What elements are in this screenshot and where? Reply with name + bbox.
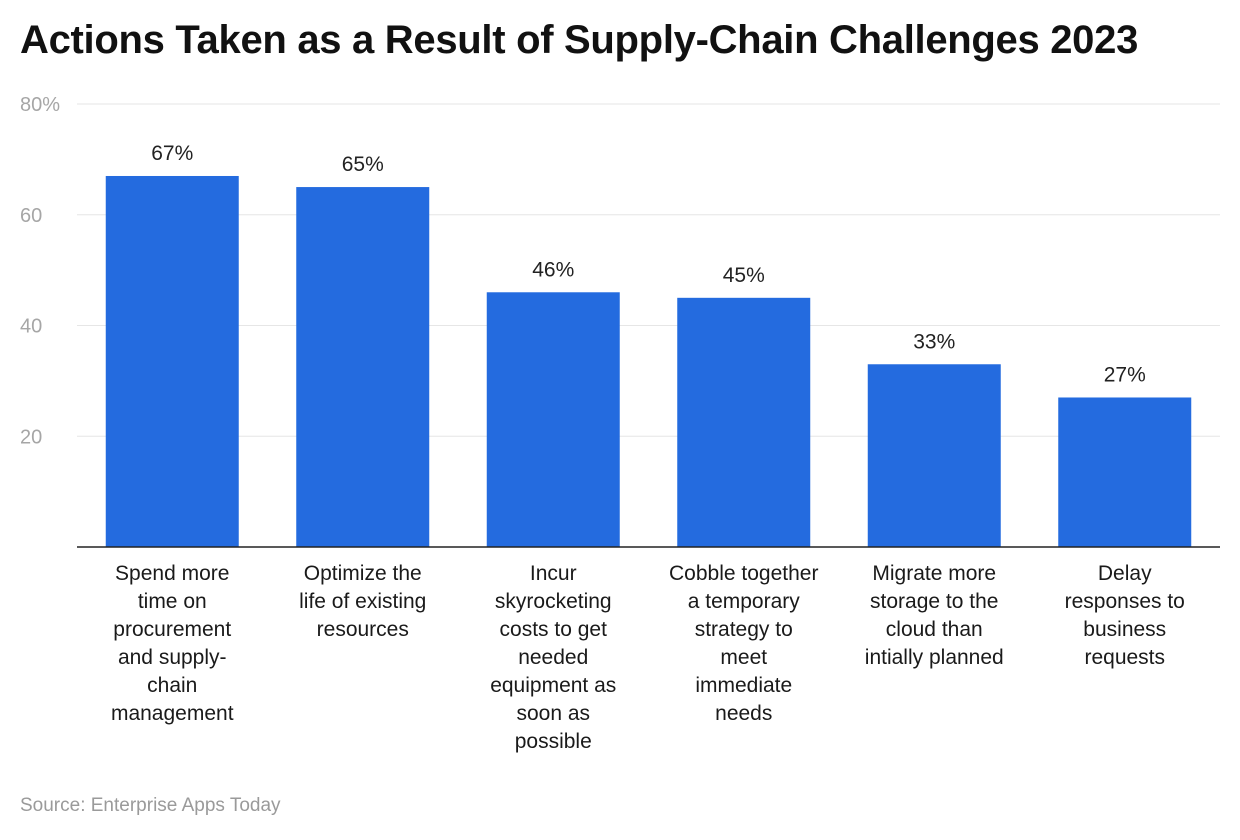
data-label: 65% [342,153,384,176]
x-category-label-line: Optimize the [304,562,422,585]
x-category-label-line: Incur [530,562,577,585]
x-category-label-line: management [111,702,234,725]
x-category-label: Cobble together a temporary strategy to mee… [669,562,818,725]
x-category-label-line: chain [147,674,197,697]
bar [867,364,1001,547]
x-category-label: Delay responses to business requests [1065,562,1185,669]
bar [105,175,239,548]
x-category-label-line: Spend more [115,562,229,585]
bar [296,187,430,547]
x-category-label: Migrate more storage to the cloud than inti… [865,562,1004,669]
x-category-label-line: intially planned [865,646,1004,669]
x-category-label-line: business [1083,618,1166,641]
x-category-label: Spend more time on procurement and supply-c… [111,562,234,725]
x-category-label-line: storage to the [870,590,998,613]
source-note: Source: Enterprise Apps Today [20,795,281,816]
x-category-label: Optimize the life of existing resources [299,562,426,641]
data-label: 33% [913,330,955,353]
x-category-label-line: cloud than [886,618,983,641]
x-category-label-line: possible [515,730,592,753]
x-category-label-line: needs [715,702,772,725]
data-labels: 67% 65% 46% 45% 33% 27% [151,142,1146,386]
bar-chart: 20 40 60 80% 67% 65% 46% 45% 33% 27% Spend more t… [20,94,1220,753]
x-axis-category-labels: Spend more time on procurement and supply-c… [111,562,1185,753]
x-category-label-line: Cobble together [669,562,818,585]
x-category-label-line: time on [138,590,207,613]
y-tick-label: 20 [20,426,42,448]
bar [1058,397,1192,547]
bar [677,297,811,547]
y-axis-ticks: 20 40 60 80% [20,94,60,448]
x-category-label-line: costs to get [500,618,608,641]
data-label: 45% [723,264,765,287]
x-category-label-line: and supply- [118,646,227,669]
x-category-label-line: strategy to [695,618,793,641]
y-tick-label: 40 [20,316,42,338]
x-category-label-line: procurement [113,618,231,641]
chart-title: Actions Taken as a Result of Supply-Chai… [20,18,1139,62]
x-category-label-line: equipment as [490,674,616,697]
x-category-label-line: immediate [695,674,792,697]
x-category-label-line: skyrocketing [495,590,612,613]
bar [486,292,620,547]
x-category-label-line: soon as [516,702,590,725]
bars [105,175,1192,548]
y-tick-label: 60 [20,205,42,227]
x-category-label-line: a temporary [688,590,801,613]
y-tick-label: 80% [20,94,60,116]
data-label: 67% [151,142,193,165]
x-category-label-line: resources [317,618,409,641]
data-label: 27% [1104,363,1146,386]
x-category-label: Incur skyrocketing costs to get needed equip… [490,562,616,753]
x-category-label-line: needed [518,646,588,669]
gridlines [77,103,1220,437]
x-category-label-line: life of existing [299,590,426,613]
x-category-label-line: Migrate more [872,562,996,585]
data-label: 46% [532,258,574,281]
x-category-label-line: requests [1084,646,1165,669]
x-category-label-line: meet [720,646,767,669]
x-category-label-line: Delay [1098,562,1152,585]
x-category-label-line: responses to [1065,590,1185,613]
